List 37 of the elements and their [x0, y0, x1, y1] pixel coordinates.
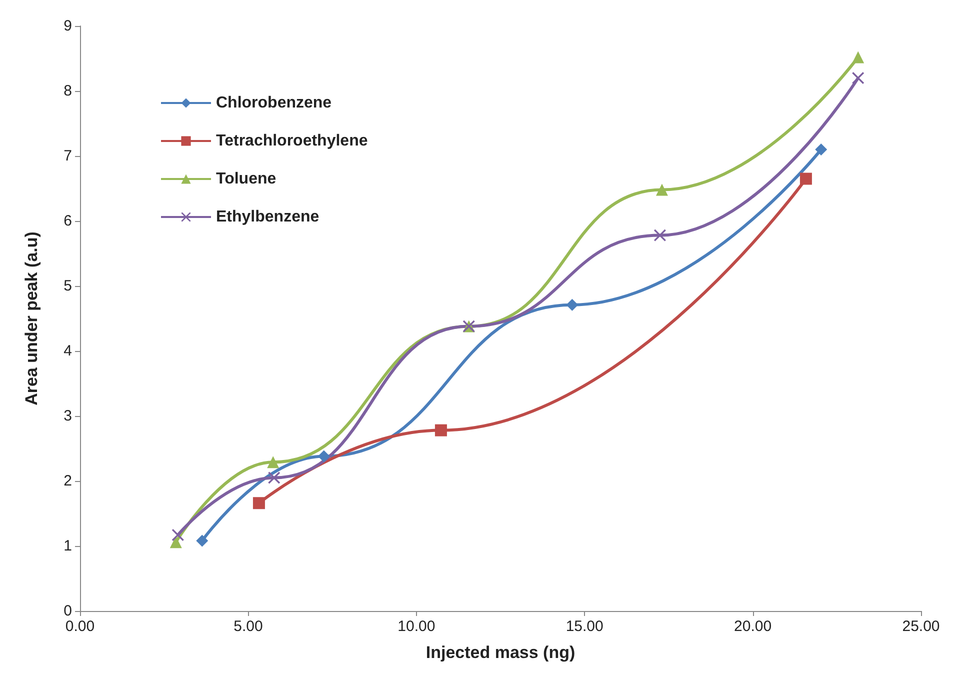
legend-label: Toluene [216, 170, 276, 188]
point [196, 534, 208, 547]
point [268, 472, 280, 484]
x-tick-label: 5.00 [234, 618, 263, 635]
point [267, 456, 280, 468]
point [656, 184, 668, 196]
point [852, 72, 864, 84]
point [170, 536, 182, 548]
point [434, 424, 447, 436]
point [800, 172, 812, 185]
x-axis-title: Injected mass (ng) [426, 643, 576, 662]
y-tick-label: 3 [64, 408, 72, 424]
x-tick-label: 10.00 [398, 618, 436, 635]
point [852, 51, 864, 64]
x-tick-label: 0.00 [65, 618, 95, 635]
y-tick-label: 6 [64, 212, 72, 230]
x-tick-label: 15.00 [566, 618, 604, 635]
legend-label: Ethylbenzene [216, 208, 320, 226]
y-tick-label: 7 [64, 148, 72, 164]
y-tick-label: 1 [64, 538, 72, 554]
point [654, 229, 666, 242]
point [815, 144, 828, 156]
x-tick-label: 20.00 [734, 618, 772, 635]
y-tick-label: 9 [64, 18, 72, 34]
y-tick-label: 5 [64, 278, 72, 294]
point [172, 528, 184, 541]
y-tick-label: 2 [64, 472, 72, 490]
x-tick-label: 25.00 [902, 618, 940, 635]
y-tick-label: 4 [64, 342, 72, 360]
y-tick-label: 8 [64, 82, 72, 100]
legend-label: Chlorobenzene [216, 94, 332, 112]
y-axis-title: Area under peak (a.u) [22, 232, 41, 406]
point [252, 497, 265, 510]
point [566, 298, 578, 311]
point [318, 450, 330, 462]
legend-label: Tetrachloroethylene [216, 132, 368, 150]
y-tick-label: 0 [64, 602, 72, 620]
